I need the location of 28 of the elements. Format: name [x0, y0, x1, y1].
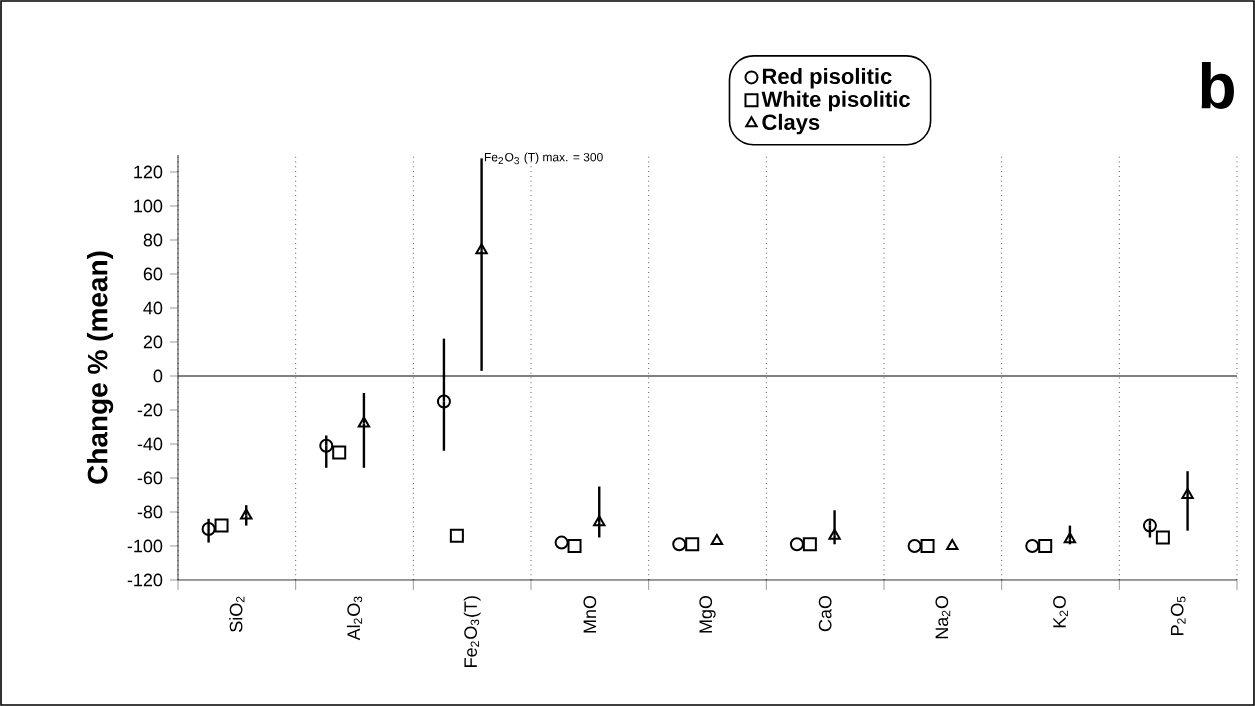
y-tick-label: -20: [137, 403, 163, 417]
legend-label: White pisolitic: [761, 90, 910, 112]
x-tick-label: Fe$_{2}$O$_{3}$(T): [463, 596, 481, 667]
y-tick-label: -40: [137, 437, 163, 451]
legend-label: Clays: [762, 113, 820, 135]
x-tick-label: P$_{2}$O$_{5}$: [1170, 596, 1186, 635]
y-tick-label: -100: [127, 539, 163, 553]
y-tick-label: -60: [137, 471, 163, 485]
y-tick-label: 120: [134, 165, 163, 179]
x-tick-label: MnO: [583, 595, 597, 633]
y-tick-label: -120: [127, 573, 163, 587]
x-tick-label: CaO: [818, 595, 832, 632]
y-axis-title: Change % (mean): [86, 251, 114, 484]
text: b: [1201, 61, 1234, 109]
y-tick-label: 0: [153, 369, 163, 383]
legend-label: Red pisolitic: [762, 67, 892, 89]
x-tick-label: Na$_{2}$O: [935, 595, 951, 639]
x-tick-label: MgO: [699, 595, 716, 633]
y-tick-label: -80: [137, 505, 163, 519]
x-tick-label: K$_{2}$O: [1053, 595, 1068, 628]
y-tick-label: 100: [134, 199, 163, 213]
annotation: Fe$_{2}$O$_{3}$ (T) max. = 300: [484, 152, 603, 165]
y-tick-label: 80: [143, 233, 163, 247]
x-tick-label: SiO$_{2}$: [229, 596, 245, 632]
y-tick-label: 40: [143, 301, 163, 315]
y-tick-label: 20: [143, 335, 163, 349]
x-tick-label: Al$_{2}$O$_{3}$: [346, 596, 363, 641]
y-tick-label: 60: [143, 267, 163, 281]
